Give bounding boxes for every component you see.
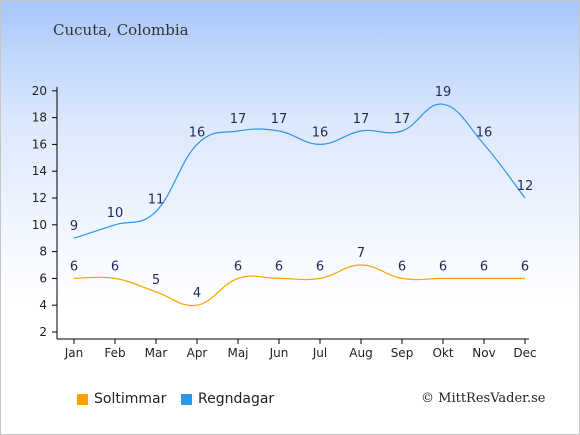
data-label-soltimmar: 6 [316,259,324,274]
data-label-soltimmar: 6 [521,259,529,274]
legend-label-soltimmar: Soltimmar [94,391,167,407]
data-label-regndagar: 17 [271,112,288,127]
data-label-regndagar: 17 [230,112,247,127]
legend-swatch-soltimmar [77,393,88,405]
series-line-regndagar [73,103,526,239]
data-label-soltimmar: 4 [193,286,201,301]
y-tick-label: 20 [32,84,47,98]
y-tick-label: 2 [39,325,47,339]
legend-item-soltimmar: Soltimmar [77,391,166,407]
y-tick-label: 16 [32,137,47,151]
y-tick-label: 12 [32,191,47,205]
y-tick-label: 10 [32,218,47,232]
data-label-regndagar: 17 [353,112,370,127]
x-tick-label: Maj [227,346,248,360]
legend-swatch-regndagar [181,393,192,405]
data-label-regndagar: 19 [435,85,452,100]
x-tick-label: Jun [269,346,289,360]
x-tick-label: Aug [349,346,372,360]
data-label-regndagar: 9 [70,219,78,234]
data-label-regndagar: 10 [107,206,124,221]
y-tick-label: 14 [32,164,47,178]
data-label-regndagar: 16 [189,125,206,140]
data-label-regndagar: 12 [517,179,534,194]
x-tick-label: Jan [64,346,84,360]
legend-item-regndagar: Regndagar [181,391,274,407]
data-label-soltimmar: 7 [357,246,365,261]
x-tick-label: Dec [513,346,536,360]
y-tick-label: 4 [39,298,47,312]
data-label-soltimmar: 6 [70,259,78,274]
legend-label-regndagar: Regndagar [198,391,275,407]
y-tick-label: 18 [32,111,47,125]
data-label-soltimmar: 6 [439,259,447,274]
x-tick-label: Apr [187,346,208,360]
data-label-soltimmar: 6 [234,259,242,274]
data-label-soltimmar: 6 [111,259,119,274]
x-tick-label: Okt [432,346,453,360]
data-label-soltimmar: 6 [275,259,283,274]
data-label-regndagar: 16 [476,125,493,140]
chart-title: Cucuta, Colombia [53,21,189,39]
data-label-regndagar: 17 [394,112,411,127]
copyright-text: © MittResVader.se [421,391,546,406]
x-tick-label: Feb [104,346,125,360]
data-label-soltimmar: 6 [480,259,488,274]
x-tick-label: Mar [145,346,168,360]
x-tick-label: Nov [472,346,495,360]
x-tick-label: Sep [391,346,414,360]
data-label-regndagar: 11 [148,192,165,207]
x-tick-label: Jul [312,346,327,360]
series-line-soltimmar [73,264,525,307]
y-tick-label: 6 [39,271,47,285]
data-label-soltimmar: 5 [152,273,160,288]
data-label-regndagar: 16 [312,125,329,140]
y-tick-label: 8 [39,245,47,259]
data-label-soltimmar: 6 [398,259,406,274]
